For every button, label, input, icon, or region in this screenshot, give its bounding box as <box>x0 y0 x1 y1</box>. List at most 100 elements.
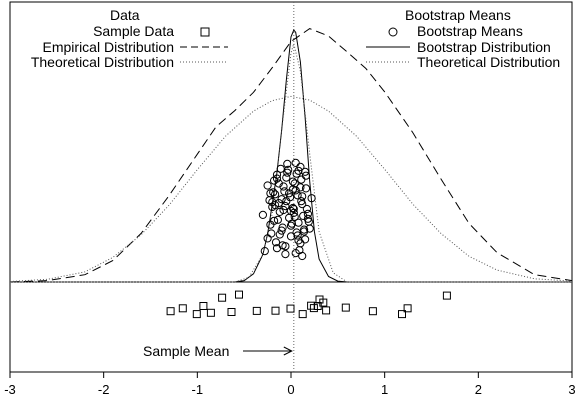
bootstrap-mean-point <box>299 211 308 220</box>
bootstrap-mean-point <box>272 174 282 183</box>
sample-data-point <box>341 303 350 312</box>
sample-data-point <box>235 290 243 299</box>
sample-data-point <box>298 310 307 319</box>
legend-right: Bootstrap Means Bootstrap Means Bootstra… <box>366 7 560 70</box>
data-theoretical-distribution-line <box>9 95 573 282</box>
bootstrap-distribution-line <box>10 29 572 283</box>
bootstrap-mean-point <box>296 162 305 171</box>
sample-data-point <box>192 310 201 319</box>
sample-data-point <box>271 306 280 315</box>
bootstrap-mean-point <box>303 209 312 218</box>
bootstrap-mean-point <box>273 215 282 224</box>
bootstrap-mean-point <box>301 167 310 176</box>
bootstrap-mean-point <box>301 235 310 244</box>
bootstrap-mean-point <box>303 214 312 223</box>
legend-right-bootstrap-means: Bootstrap Means <box>417 23 523 39</box>
bootstrap-mean-point <box>307 194 316 203</box>
bootstrap-mean-point <box>280 187 289 196</box>
sample-data-point <box>307 301 316 310</box>
bootstrap-mean-point <box>265 196 274 205</box>
bootstrap-mean-point <box>278 241 287 250</box>
legend-left-sample-data: Sample Data <box>93 23 174 39</box>
sample-data-point <box>398 310 406 319</box>
sample-data-point <box>199 302 208 310</box>
legend-left-empirical: Empirical Distribution <box>43 39 174 55</box>
bootstrap-theoretical-distribution-line <box>10 41 572 283</box>
bootstrap-mean-point <box>292 228 301 237</box>
x-tick-label: 2 <box>475 382 482 397</box>
sample-data-point <box>442 291 451 300</box>
bootstrap-mean-point <box>294 218 303 227</box>
x-tick-label: 1 <box>381 382 388 397</box>
curves-group <box>9 28 573 283</box>
bootstrap-mean-point <box>275 230 284 239</box>
sample-data-point <box>286 304 295 313</box>
empirical-distribution-line <box>9 28 573 283</box>
legend-right-bootstrap-distribution: Bootstrap Distribution <box>417 39 551 55</box>
sample-data-point <box>227 308 236 316</box>
bootstrap-mean-point <box>271 201 280 210</box>
bootstrap-mean-point <box>276 164 285 173</box>
bootstrap-mean-point <box>274 179 283 188</box>
legend-right-theoretical: Theoretical Distribution <box>417 54 560 70</box>
bootstrap-mean-point <box>267 229 276 238</box>
bootstrap-mean-point <box>298 251 307 261</box>
sample-data-point <box>218 293 227 302</box>
x-tick-label: -2 <box>98 382 110 397</box>
bootstrap-mean-point <box>291 158 300 167</box>
bootstrap-mean-point <box>290 179 299 188</box>
bootstrap-mean-point <box>269 188 278 197</box>
bootstrap-mean-point <box>293 191 302 200</box>
legend-square-marker <box>200 27 210 37</box>
x-tick-label: -1 <box>192 382 204 397</box>
bootstrap-mean-point <box>283 168 292 177</box>
bootstrap-mean-point <box>301 184 311 193</box>
bootstrap-mean-point <box>298 192 307 201</box>
bootstrap-mean-point <box>285 189 294 198</box>
sample-data-point <box>252 306 261 315</box>
sample-data-point <box>166 307 175 316</box>
legend-right-title: Bootstrap Means <box>405 7 511 23</box>
bootstrap-mean-point <box>271 238 281 247</box>
bootstrap-mean-point <box>296 183 305 192</box>
bootstrap-mean-point <box>281 202 290 211</box>
sample-data-point <box>368 307 377 316</box>
x-tick-label: -3 <box>4 382 16 397</box>
sample-data-point <box>403 304 412 313</box>
bootstrap-mean-point <box>288 177 297 186</box>
bootstrap-mean-point <box>281 250 290 259</box>
bootstrap-mean-point <box>282 173 291 182</box>
bootstrap-mean-point <box>294 166 303 175</box>
legend-circle-marker <box>388 27 398 37</box>
sample-data-point <box>319 298 328 307</box>
bootstrap-mean-point <box>258 210 267 219</box>
bootstrap-mean-point <box>294 236 303 245</box>
bootstrap-mean-point <box>286 232 296 241</box>
sample-data-point <box>206 308 215 317</box>
x-axis: -3 -2 -1 0 1 2 3 <box>4 372 576 397</box>
legend-left: Data Sample Data Empirical Distribution … <box>31 7 228 70</box>
bootstrap-mean-point <box>288 203 297 213</box>
bootstrap-mean-point <box>297 197 306 206</box>
bootstrap-mean-point <box>270 216 279 225</box>
bootstrap-mean-point <box>287 219 296 228</box>
legend-left-title: Data <box>110 7 140 23</box>
legend-left-theoretical: Theoretical Distribution <box>31 54 174 70</box>
sample-mean-arrow-head <box>283 346 293 356</box>
bootstrap-mean-point <box>263 181 272 190</box>
bootstrap-mean-point <box>290 212 299 221</box>
bootstrap-mean-point <box>297 175 306 184</box>
sample-data-point <box>178 304 187 313</box>
sample-mean-annotation: Sample Mean <box>143 343 229 359</box>
x-tick-label: 3 <box>568 382 575 397</box>
bootstrap-mean-point <box>283 159 292 168</box>
bootstrap-mean-point <box>286 193 295 202</box>
sample-data-point <box>322 306 331 315</box>
x-tick-label: 0 <box>287 382 294 397</box>
bootstrap-mean-point <box>289 204 298 214</box>
bootstrap-mean-point <box>271 190 280 199</box>
points-group <box>166 158 451 319</box>
bootstrap-mean-point <box>278 223 287 232</box>
bootstrap-mean-point <box>302 204 311 214</box>
